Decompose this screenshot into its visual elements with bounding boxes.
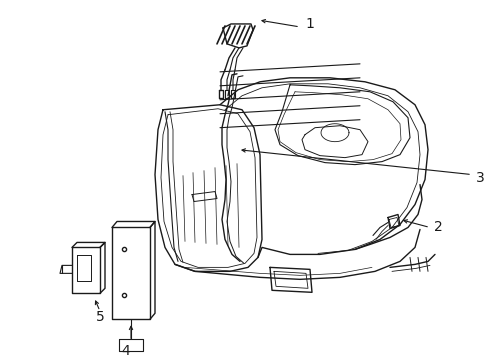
Text: 2: 2 xyxy=(433,220,442,234)
Text: 4: 4 xyxy=(122,344,130,358)
Text: 5: 5 xyxy=(96,310,104,324)
Text: 1: 1 xyxy=(305,17,313,31)
Text: 3: 3 xyxy=(475,171,484,185)
